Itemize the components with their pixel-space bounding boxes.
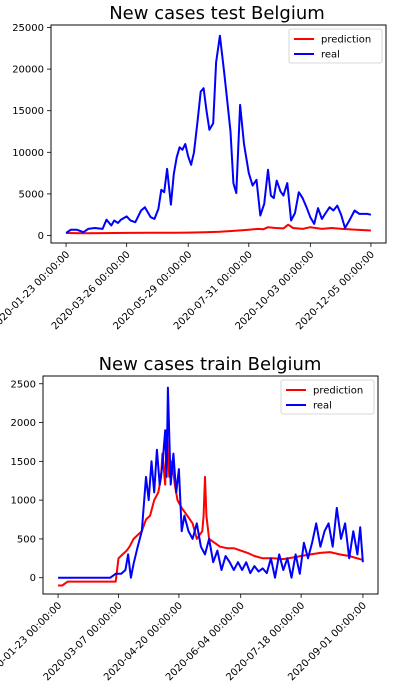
y-tick-label: 1000: [11, 496, 36, 507]
chart-test-belgium: New cases test Belgium 0 5000 10000 15000 20…: [0, 3, 387, 332]
chart-title: New cases train Belgium: [99, 354, 322, 375]
legend: prediction real: [280, 379, 375, 415]
y-tick-label: 500: [17, 534, 36, 545]
legend-label-real: real: [313, 401, 332, 412]
chart-title: New cases test Belgium: [109, 3, 325, 24]
series-lines: [58, 386, 364, 587]
plot-frame: [50, 24, 387, 244]
legend-label-real: real: [321, 50, 340, 61]
y-tick-label: 1500: [11, 457, 36, 468]
y-axis: 0 5000 10000 15000 20000 25000: [12, 23, 51, 242]
y-tick-label: 0: [30, 573, 36, 584]
legend-label-prediction: prediction: [313, 386, 363, 397]
y-axis: 0 500 1000 1500 2000 2500: [11, 379, 43, 584]
y-tick-label: 15000: [12, 106, 44, 117]
y-tick-label: 10000: [12, 148, 44, 159]
legend: prediction real: [288, 28, 383, 64]
legend-label-prediction: prediction: [321, 35, 371, 46]
series-lines: [65, 34, 372, 235]
y-tick-label: 0: [38, 231, 44, 242]
chart-train-belgium: New cases train Belgium 0 500 1000 1500 2000…: [0, 354, 379, 683]
y-tick-label: 20000: [12, 65, 44, 76]
y-tick-label: 2000: [11, 418, 36, 429]
series-line-real: [58, 386, 364, 579]
series-line-real: [65, 34, 372, 234]
y-tick-label: 25000: [12, 23, 44, 34]
plot-frame: [42, 375, 379, 595]
y-tick-label: 5000: [19, 189, 44, 200]
series-line-prediction: [66, 223, 371, 235]
y-tick-label: 2500: [11, 379, 36, 390]
